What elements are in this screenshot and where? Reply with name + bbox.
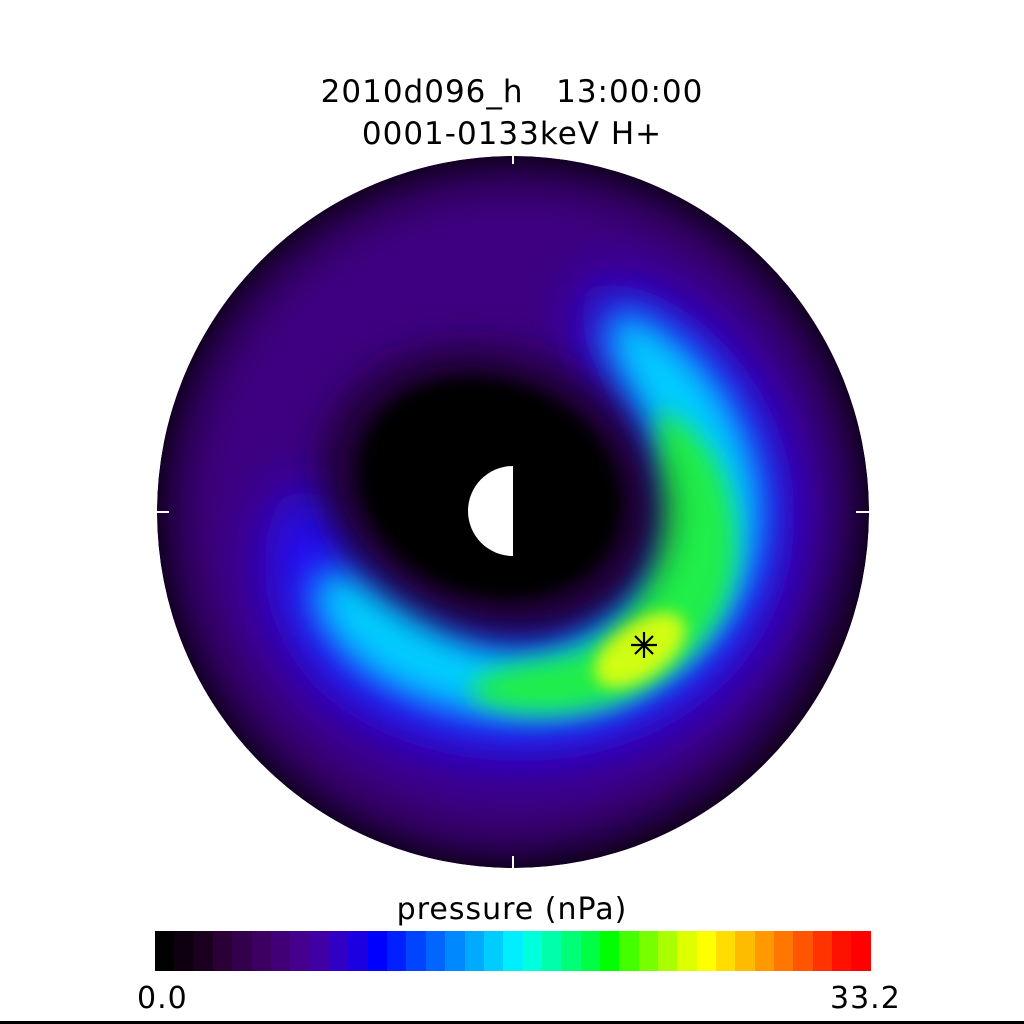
colorbar-segment xyxy=(774,931,794,971)
colorbar-segment xyxy=(193,931,214,971)
colorbar-segment xyxy=(638,931,658,971)
colorbar-segment xyxy=(445,931,465,971)
colorbar-min-label: 0.0 xyxy=(137,981,188,1016)
colorbar-segment xyxy=(793,931,813,971)
colorbar-segment xyxy=(348,931,368,971)
colorbar xyxy=(155,931,871,971)
colorbar-segment xyxy=(290,931,310,971)
colorbar-segment xyxy=(754,931,774,971)
colorbar-segment xyxy=(213,931,233,971)
colorbar-segment xyxy=(387,931,407,971)
peak-marker-asterisk xyxy=(631,632,657,658)
plot-subtitle: 0001-0133keV H+ xyxy=(361,116,663,152)
colorbar-segment xyxy=(696,931,716,971)
colorbar-segment xyxy=(367,931,388,971)
colorbar-segment xyxy=(251,931,272,971)
colorbar-segment xyxy=(271,931,291,971)
colorbar-max-label: 33.2 xyxy=(830,981,901,1016)
colorbar-segment xyxy=(599,931,620,971)
earth-nightside xyxy=(513,466,558,556)
colorbar-segment xyxy=(425,931,446,971)
colorbar-segment xyxy=(483,931,504,971)
earth-dayside xyxy=(468,466,513,556)
colorbar-segment xyxy=(232,931,252,971)
colorbar-segment xyxy=(735,931,755,971)
colorbar-segment xyxy=(657,931,678,971)
colorbar-segment xyxy=(522,931,542,971)
colorbar-segment xyxy=(677,931,697,971)
colorbar-segment xyxy=(329,931,349,971)
colorbar-segment xyxy=(503,931,523,971)
colorbar-segment xyxy=(464,931,484,971)
colorbar-segment xyxy=(580,931,600,971)
colorbar-segment xyxy=(561,931,581,971)
colorbar-segment xyxy=(715,931,736,971)
colorbar-segment xyxy=(832,931,852,971)
colorbar-segment xyxy=(174,931,194,971)
colorbar-segment xyxy=(851,931,871,971)
bottom-rule xyxy=(0,1021,1024,1024)
colorbar-segment xyxy=(155,931,175,971)
plot-title: 2010d096_h 13:00:00 xyxy=(320,74,704,110)
colorbar-segment xyxy=(619,931,639,971)
colorbar-segment xyxy=(541,931,562,971)
colorbar-segment xyxy=(406,931,426,971)
colorbar-label: pressure (nPa) xyxy=(396,892,628,927)
colorbar-segment xyxy=(812,931,833,971)
colorbar-segment xyxy=(309,931,330,971)
